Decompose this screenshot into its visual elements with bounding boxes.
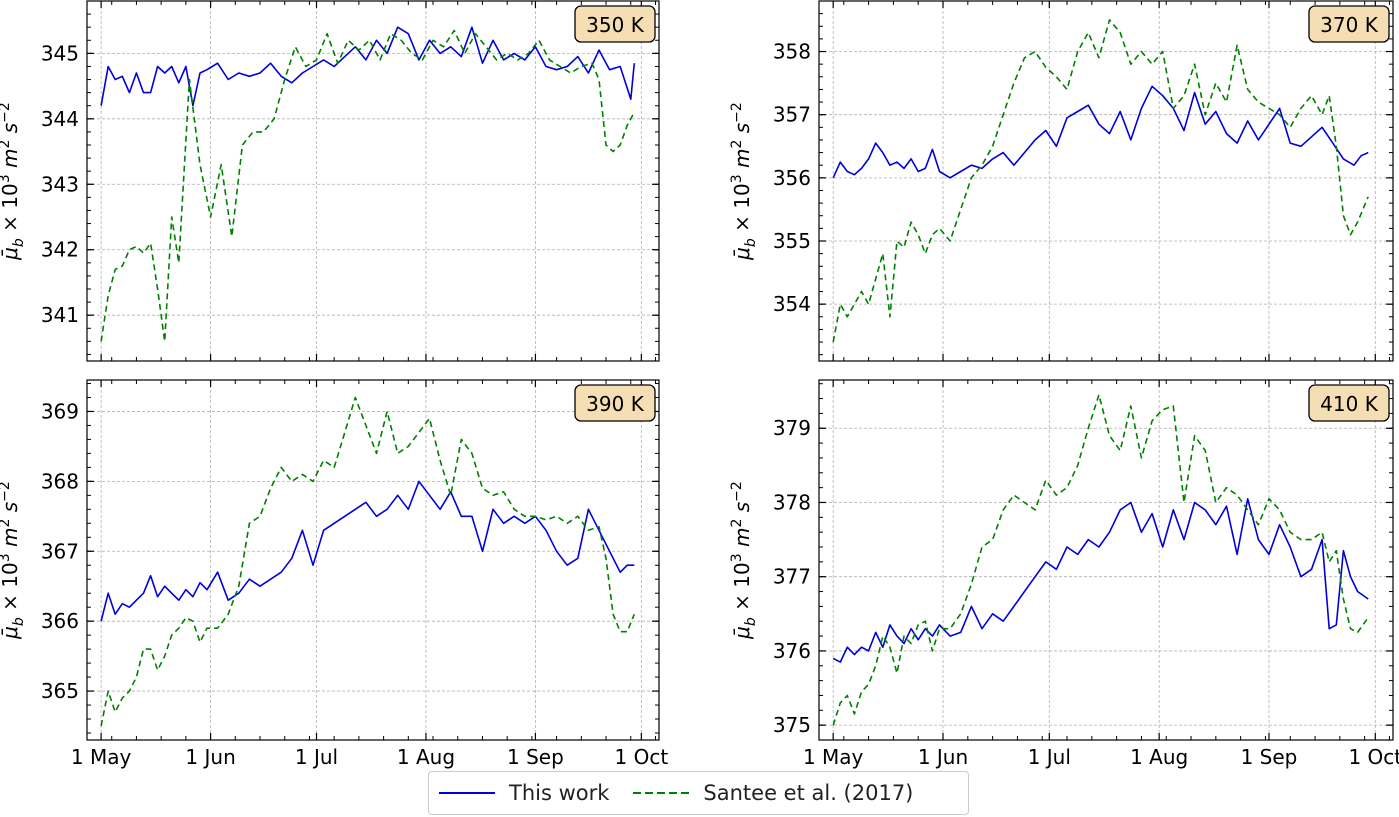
series-line-santee xyxy=(832,19,1369,343)
panel-2: 365 366 367 368 369 1 May 1 Jun 1 Jul 1 Aug 1 Sep… xyxy=(0,379,669,769)
legend-swatch-this-work xyxy=(439,792,495,794)
y-tick-label: 343 xyxy=(41,172,79,196)
legend-label-santee: Santee et al. (2017) xyxy=(703,781,914,805)
x-tick-label: 1 Jun xyxy=(185,745,235,769)
legend-item-santee: Santee et al. (2017) xyxy=(633,781,913,805)
y-axis-label: μ̄b × 103 m2 s−2 xyxy=(0,102,27,261)
x-tick-label: 1 Oct xyxy=(615,745,669,769)
y-axis-label: μ̄b × 103 m2 s−2 xyxy=(729,481,759,640)
y-tick-label: 377 xyxy=(773,565,811,589)
plot-frame xyxy=(818,379,1394,741)
y-tick-label: 366 xyxy=(41,609,79,633)
y-tick-label: 368 xyxy=(41,469,79,493)
series-line-santee xyxy=(100,396,636,727)
panel-label: 370 K xyxy=(1320,13,1379,37)
plot-frame xyxy=(818,0,1394,362)
series-line-this-work xyxy=(832,85,1369,179)
panel-label: 390 K xyxy=(586,392,645,416)
series-line-this-work xyxy=(100,480,635,622)
legend-label-this-work: This work xyxy=(509,781,610,805)
y-tick-label: 357 xyxy=(773,103,811,127)
panel-label-box xyxy=(574,384,656,422)
x-tick-label: 1 May xyxy=(71,745,132,769)
series-line-this-work xyxy=(832,497,1369,663)
y-tick-label: 341 xyxy=(41,303,79,327)
x-tick-label: 1 Aug xyxy=(397,745,455,769)
x-tick-label: 1 Sep xyxy=(1241,745,1298,769)
panel-label-box xyxy=(574,5,656,43)
y-tick-label: 344 xyxy=(41,107,79,131)
x-tick-label: 1 Oct xyxy=(1348,745,1399,769)
y-tick-label: 342 xyxy=(41,238,79,262)
x-tick-label: 1 May xyxy=(803,745,864,769)
series-line-this-work xyxy=(100,26,636,107)
plot-frame xyxy=(86,379,660,741)
series-line-santee xyxy=(100,29,636,343)
panel-label: 410 K xyxy=(1320,392,1379,416)
panel-label-box xyxy=(1308,5,1390,43)
y-tick-label: 345 xyxy=(41,41,79,65)
x-tick-label: 1 Jun xyxy=(918,745,968,769)
panel-label-box xyxy=(1308,384,1390,422)
plot-frame xyxy=(86,0,660,362)
y-tick-label: 369 xyxy=(41,399,79,423)
y-tick-label: 375 xyxy=(773,713,811,737)
panel-1: 354 355 356 357 358 370 K μ̄b × 103 m2 s−2 xyxy=(729,0,1394,362)
y-tick-label: 355 xyxy=(773,229,811,253)
x-tick-label: 1 Sep xyxy=(507,745,564,769)
y-tick-label: 354 xyxy=(773,292,811,316)
legend-swatch-santee xyxy=(633,792,690,794)
y-tick-label: 379 xyxy=(773,416,811,440)
x-tick-label: 1 Aug xyxy=(1130,745,1188,769)
y-tick-label: 376 xyxy=(773,639,811,663)
y-tick-label: 378 xyxy=(773,490,811,514)
legend: This work Santee et al. (2017) xyxy=(428,771,969,815)
y-axis-label: μ̄b × 103 m2 s−2 xyxy=(0,481,27,640)
x-tick-label: 1 Jul xyxy=(295,745,338,769)
y-tick-label: 356 xyxy=(773,166,811,190)
y-tick-label: 367 xyxy=(41,539,79,563)
y-axis-label: μ̄b × 103 m2 s−2 xyxy=(729,102,759,261)
x-tick-label: 1 Jul xyxy=(1028,745,1071,769)
panel-0: 341 342 343 344 345 350 K μ̄b × 103 m2 s−2 xyxy=(0,0,660,362)
panel-3: 375 376 377 378 379 1 May 1 Jun 1 Jul 1 Aug 1 Sep… xyxy=(729,379,1399,769)
y-tick-label: 358 xyxy=(773,40,811,64)
legend-item-this-work: This work xyxy=(439,781,609,805)
series-line-santee xyxy=(832,393,1369,726)
y-tick-label: 365 xyxy=(41,679,79,703)
panel-label: 350 K xyxy=(586,13,645,37)
